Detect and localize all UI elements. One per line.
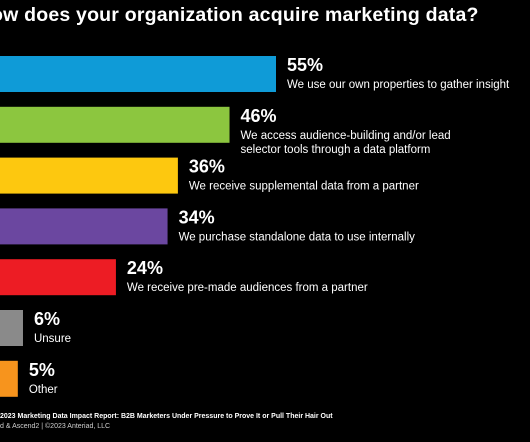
bar-unsure — [0, 310, 23, 346]
chart-title: ow does your organization acquire market… — [0, 4, 479, 26]
bar-standalone-data — [0, 208, 168, 245]
category-label-unsure: Unsure — [34, 333, 71, 345]
category-label-other: Other — [29, 384, 58, 396]
category-label-own-properties: We use our own properties to gather insi… — [287, 79, 510, 91]
value-label-unsure: 6% — [34, 309, 60, 329]
category-label-pre-made-audiences: We receive pre-made audiences from a par… — [127, 282, 368, 294]
bar-supplemental-data — [0, 157, 178, 194]
footer: 2023 Marketing Data Impact Report: B2B M… — [0, 412, 530, 432]
bar-data-platform — [0, 106, 230, 143]
category-label-standalone-data: We purchase standalone data to use inter… — [179, 231, 416, 243]
category-label-data-platform: We access audience-building and/or lead s… — [241, 130, 451, 156]
bar-pre-made-audiences — [0, 259, 116, 296]
value-label-supplemental-data: 36% — [189, 157, 225, 177]
footer-copyright: d & Ascend2 | ©2023 Anteriad, LLC — [0, 423, 111, 430]
category-label-supplemental-data: We receive supplemental data from a part… — [189, 181, 419, 193]
footer-source: 2023 Marketing Data Impact Report: B2B M… — [0, 413, 333, 420]
bar-other — [0, 360, 18, 397]
value-label-standalone-data: 34% — [179, 207, 215, 227]
value-label-pre-made-audiences: 24% — [127, 258, 163, 278]
bar-own-properties — [0, 56, 276, 92]
value-label-other: 5% — [29, 360, 55, 380]
value-label-data-platform: 46% — [241, 106, 277, 126]
value-label-own-properties: 55% — [287, 55, 323, 75]
